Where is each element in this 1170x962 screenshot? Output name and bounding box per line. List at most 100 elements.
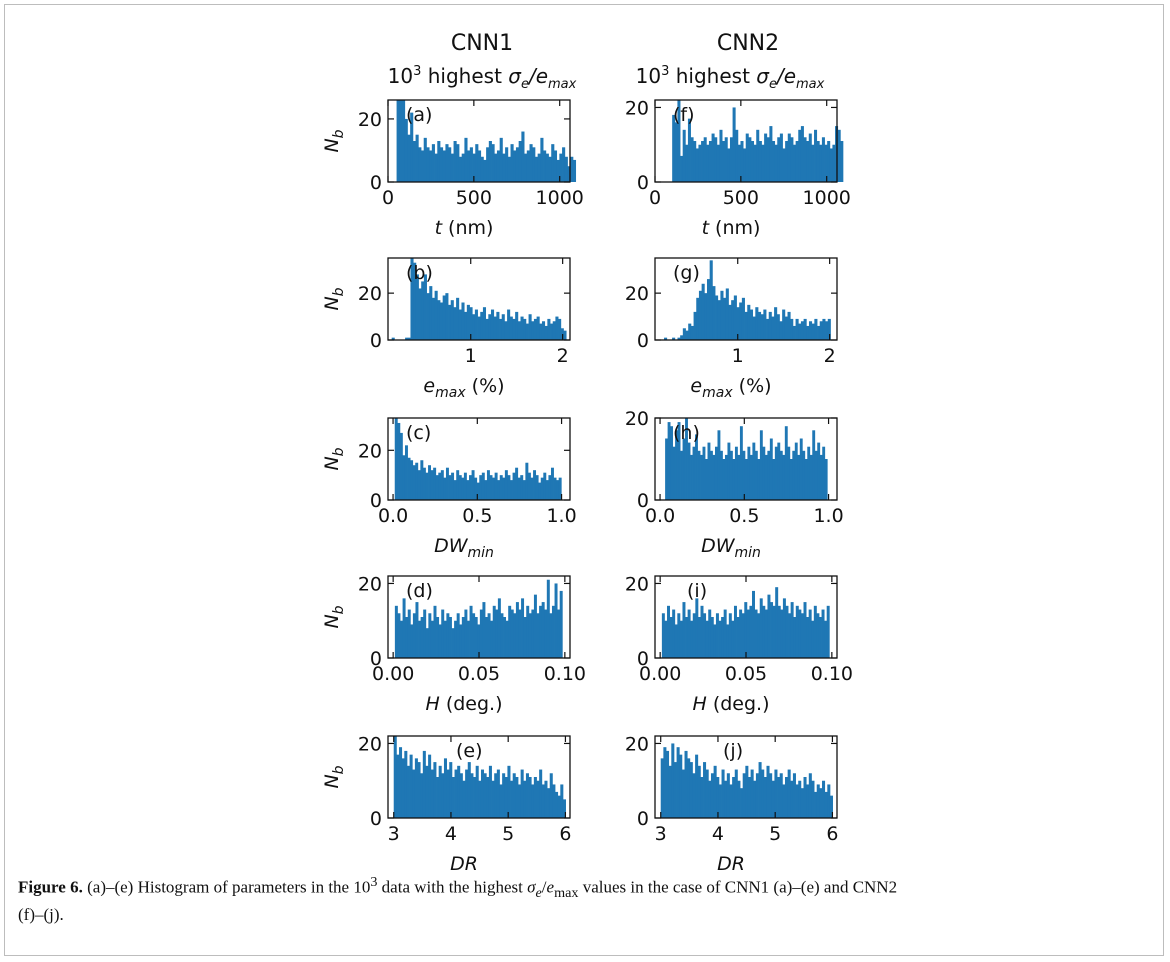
histogram-bar bbox=[533, 318, 538, 340]
histogram-bar bbox=[774, 446, 778, 500]
histogram-bar bbox=[698, 290, 703, 340]
histogram-bar bbox=[494, 153, 498, 182]
histogram-bar bbox=[749, 454, 753, 500]
histogram-bar bbox=[413, 262, 417, 340]
histogram-bar bbox=[437, 300, 441, 340]
x-tick-label: 0.0 bbox=[378, 505, 408, 527]
histogram-bar bbox=[687, 118, 691, 182]
histogram-bar bbox=[718, 784, 722, 818]
histogram-bar bbox=[572, 159, 577, 182]
histogram-bar bbox=[474, 617, 478, 658]
histogram-bar bbox=[467, 762, 471, 818]
histogram-bar bbox=[798, 780, 802, 818]
histogram-bar bbox=[438, 765, 442, 818]
histogram-bar bbox=[410, 624, 414, 658]
histogram-bar bbox=[812, 430, 816, 500]
histogram-bar bbox=[448, 147, 452, 182]
histogram-bar bbox=[681, 769, 685, 818]
histogram-bar bbox=[663, 747, 667, 818]
histogram-bar bbox=[804, 459, 808, 500]
x-tick-label: 1 bbox=[732, 345, 744, 367]
histogram-bar bbox=[800, 321, 805, 340]
histogram-bar bbox=[741, 297, 745, 340]
histogram-bar bbox=[664, 337, 668, 340]
histogram-bar bbox=[726, 624, 730, 658]
histogram-bar bbox=[559, 590, 563, 658]
histogram-bar bbox=[782, 309, 786, 340]
histogram-bar bbox=[507, 156, 511, 182]
histogram-bar bbox=[502, 773, 506, 818]
histogram-bar bbox=[723, 609, 727, 658]
x-tick-label: 1.0 bbox=[546, 505, 576, 527]
histogram-bar bbox=[544, 609, 548, 658]
histogram-bar bbox=[708, 609, 712, 658]
histogram-bar bbox=[466, 480, 470, 500]
histogram-bar bbox=[563, 330, 567, 340]
histogram-bar bbox=[736, 617, 740, 658]
histogram-bar bbox=[764, 133, 768, 182]
histogram-bar bbox=[417, 470, 421, 500]
histogram-bar bbox=[541, 784, 545, 818]
histogram-bar bbox=[442, 295, 446, 340]
histogram-bar bbox=[685, 330, 689, 340]
histogram-bar bbox=[795, 141, 799, 182]
histogram-bar bbox=[675, 430, 678, 500]
histogram-bar bbox=[779, 773, 783, 818]
histogram-bar bbox=[821, 609, 825, 658]
histogram-bar bbox=[496, 769, 500, 818]
histogram-bar bbox=[396, 100, 400, 182]
histogram-bar bbox=[806, 325, 810, 340]
histogram-bar bbox=[536, 780, 540, 818]
x-tick-label: 1.0 bbox=[813, 505, 843, 527]
histogram-bar bbox=[702, 446, 706, 500]
plot-area-frame bbox=[654, 257, 838, 341]
histogram-bar bbox=[393, 736, 397, 818]
histogram-bar bbox=[499, 318, 503, 340]
histogram-bar bbox=[774, 307, 778, 340]
histogram-bar bbox=[496, 150, 501, 182]
histogram-bar bbox=[564, 156, 568, 182]
histogram-bar bbox=[533, 777, 537, 818]
histogram-bar bbox=[488, 141, 492, 182]
histogram-bar bbox=[512, 472, 516, 500]
histogram-bar bbox=[497, 480, 501, 500]
histogram-bar bbox=[463, 472, 467, 500]
histogram-bar bbox=[414, 758, 418, 818]
histogram-bar bbox=[531, 321, 535, 340]
histogram-bar bbox=[440, 470, 444, 500]
histogram-bar bbox=[469, 307, 473, 340]
histogram-bar bbox=[748, 137, 752, 182]
histogram-bar bbox=[418, 147, 422, 182]
column-header-cnn2: CNN2 103 highest σe/emax bbox=[636, 31, 825, 92]
histogram-bar bbox=[399, 432, 403, 500]
histogram-bar bbox=[697, 765, 701, 818]
histogram-bar bbox=[741, 613, 745, 658]
histogram-bar bbox=[693, 311, 697, 340]
histogram-bar bbox=[462, 780, 466, 818]
column-title: CNN1 bbox=[451, 31, 513, 56]
histogram-bar bbox=[407, 457, 411, 500]
histogram-bar bbox=[494, 472, 498, 500]
histogram-bar bbox=[829, 795, 833, 818]
histogram-bar bbox=[787, 133, 791, 182]
histogram-bar bbox=[532, 147, 536, 182]
histogram-bar bbox=[496, 311, 500, 340]
histogram-bar bbox=[708, 141, 712, 182]
histogram-bar bbox=[711, 133, 715, 182]
histogram-bar bbox=[552, 321, 556, 340]
histogram-bar bbox=[499, 475, 503, 500]
histogram-bar bbox=[394, 605, 398, 658]
histogram-bar bbox=[740, 141, 744, 182]
histogram-bar bbox=[690, 325, 694, 340]
histogram-bar bbox=[474, 477, 478, 500]
histogram-bar bbox=[813, 605, 817, 658]
histogram-bar bbox=[767, 594, 771, 658]
x-axis-label: emax (%) bbox=[690, 375, 771, 401]
histogram-bar bbox=[840, 141, 844, 182]
histogram-bar bbox=[507, 765, 511, 818]
histogram-bar bbox=[680, 450, 683, 500]
histogram-bar bbox=[533, 470, 537, 500]
histogram-bar bbox=[827, 318, 831, 340]
histogram-bar bbox=[761, 769, 765, 818]
